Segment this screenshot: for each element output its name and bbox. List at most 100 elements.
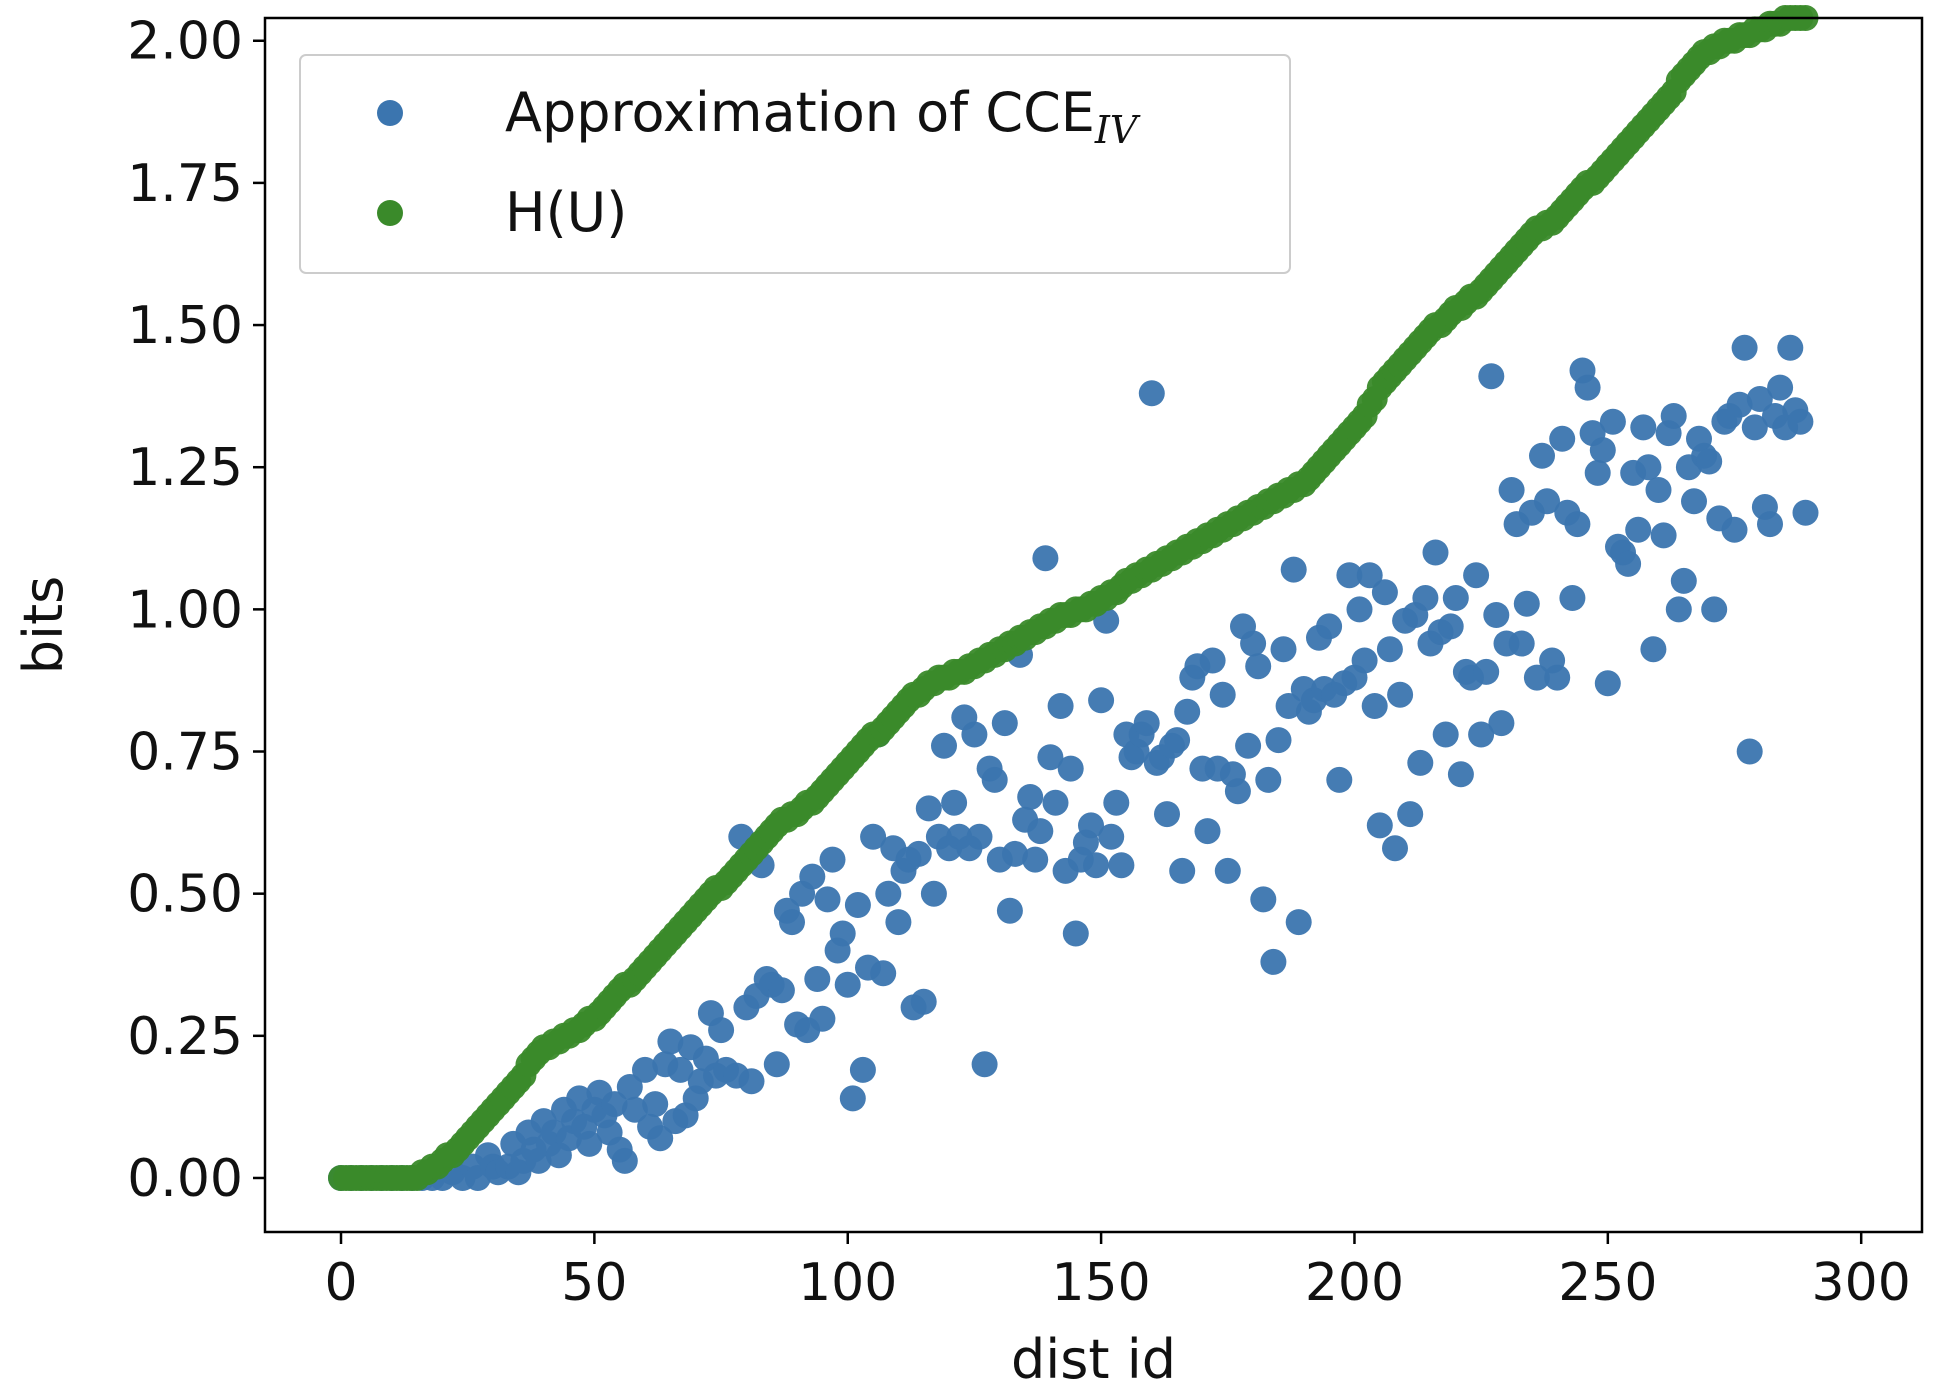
x-tick-label-0: 0: [324, 1253, 357, 1313]
y-tick-label-1: 0.25: [127, 1007, 243, 1067]
approximation-point-64: [738, 1068, 765, 1095]
x-axis-label: dist id: [1011, 1328, 1176, 1390]
approximation-point-69: [763, 1051, 790, 1078]
y-axis-label: bits: [12, 576, 75, 675]
approximation-point-115: [996, 897, 1023, 924]
approximation-point-128: [1062, 920, 1089, 947]
approximation-point-100: [920, 880, 947, 907]
approximation-point-220: [1529, 442, 1555, 469]
approximation-point-211: [1483, 602, 1510, 628]
approximation-point-186: [1356, 562, 1383, 589]
approximation-point-41: [611, 1147, 638, 1174]
approximation-point-178: [1316, 613, 1343, 640]
approximation-point-203: [1442, 585, 1469, 611]
legend-label-approximation-main: Approximation of CCE: [505, 81, 1095, 144]
approximation-point-90: [870, 960, 897, 987]
approximation-point-80: [819, 846, 846, 873]
approximation-point-143: [1138, 380, 1165, 407]
approximation-point-194: [1397, 801, 1424, 828]
approximation-point-131: [1078, 812, 1104, 839]
approximation-point-172: [1285, 909, 1312, 936]
approximation-point-116: [1002, 840, 1028, 867]
approximation-point-192: [1387, 681, 1414, 708]
approximation-point-216: [1508, 630, 1535, 657]
approximation-point-229: [1574, 374, 1601, 401]
approximation-point-212: [1488, 710, 1515, 737]
approximation-point-162: [1235, 732, 1262, 759]
approximation-point-146: [1154, 801, 1180, 828]
approximation-point-208: [1468, 721, 1495, 748]
approximation-point-163: [1240, 630, 1267, 657]
approximation-point-191: [1382, 835, 1408, 862]
approximation-point-121: [1027, 818, 1054, 845]
approximation-point-254: [1701, 596, 1728, 623]
approximation-point-34: [576, 1130, 603, 1157]
plot-area-frame: [263, 16, 1924, 1234]
approximation-point-157: [1209, 681, 1236, 708]
y-tick-label-5: 1.25: [127, 438, 243, 498]
approximation-point-269: [1777, 334, 1804, 361]
approximation-point-272: [1792, 499, 1819, 526]
approximation-point-171: [1280, 556, 1307, 583]
approximation-point-187: [1361, 693, 1388, 719]
approximation-point-223: [1544, 664, 1571, 691]
y-tick-label-0: 0.00: [127, 1149, 243, 1209]
approximation-point-224: [1549, 425, 1576, 452]
approximation-point-248: [1670, 567, 1697, 594]
approximation-point-122: [1032, 545, 1059, 572]
approximation-point-263: [1746, 386, 1773, 412]
approximation-point-234: [1599, 408, 1626, 435]
approximation-point-247: [1665, 596, 1692, 623]
approximation-point-168: [1265, 727, 1292, 754]
approximation-point-227: [1564, 511, 1591, 538]
approximation-point-182: [1336, 562, 1363, 589]
approximation-point-77: [804, 966, 831, 992]
approximation-point-210: [1478, 363, 1505, 390]
approximation-point-155: [1199, 647, 1226, 674]
approximation-point-47: [647, 1125, 674, 1152]
approximation-point-214: [1498, 477, 1525, 503]
approximation-point-82: [829, 920, 856, 947]
y-tick-label-6: 1.50: [127, 296, 243, 356]
approximation-point-85: [844, 892, 871, 918]
approximation-point-202: [1437, 613, 1464, 640]
approximation-point-271: [1787, 408, 1814, 435]
approximation-point-180: [1326, 766, 1353, 793]
approximation-point-189: [1371, 579, 1398, 606]
approximation-point-190: [1376, 636, 1403, 663]
x-tick-label-5: 250: [1558, 1253, 1657, 1313]
approximation-point-258: [1721, 516, 1748, 543]
x-tick-label-1: 50: [561, 1253, 627, 1313]
approximation-point-49: [657, 1028, 684, 1055]
approximation-point-169: [1270, 636, 1297, 663]
approximation-point-246: [1660, 403, 1687, 429]
approximation-point-120: [1022, 846, 1049, 873]
approximation-point-184: [1346, 596, 1373, 623]
legend-label-approximation-subscript: IV: [1094, 108, 1141, 152]
approximation-point-46: [642, 1091, 669, 1118]
approximation-point-165: [1250, 886, 1277, 913]
approximation-point-201: [1432, 721, 1459, 748]
approximation-point-72: [779, 909, 805, 936]
approximation-point-221: [1534, 488, 1560, 515]
approximation-point-209: [1473, 658, 1500, 685]
x-tick-label-4: 200: [1305, 1253, 1404, 1313]
x-tick-label-6: 300: [1812, 1253, 1911, 1313]
approximation-point-217: [1513, 590, 1540, 617]
approximation-point-199: [1422, 539, 1449, 566]
approximation-point-196: [1407, 749, 1434, 776]
approximation-point-78: [809, 1005, 836, 1032]
approximation-point-237: [1615, 550, 1642, 577]
approximation-point-127: [1057, 755, 1084, 782]
approximation-point-150: [1174, 698, 1201, 725]
approximation-point-226: [1559, 585, 1586, 611]
approximation-point-119: [1017, 784, 1044, 810]
y-tick-label-7: 1.75: [127, 154, 243, 214]
approximation-point-243: [1645, 477, 1672, 503]
approximation-point-135: [1098, 823, 1125, 850]
approximation-point-241: [1635, 454, 1662, 481]
approximation-point-260: [1731, 334, 1758, 361]
approximation-point-98: [910, 988, 937, 1015]
approximation-point-219: [1523, 664, 1550, 691]
legend-label-approximation: Approximation of CCEIV: [505, 81, 1141, 152]
